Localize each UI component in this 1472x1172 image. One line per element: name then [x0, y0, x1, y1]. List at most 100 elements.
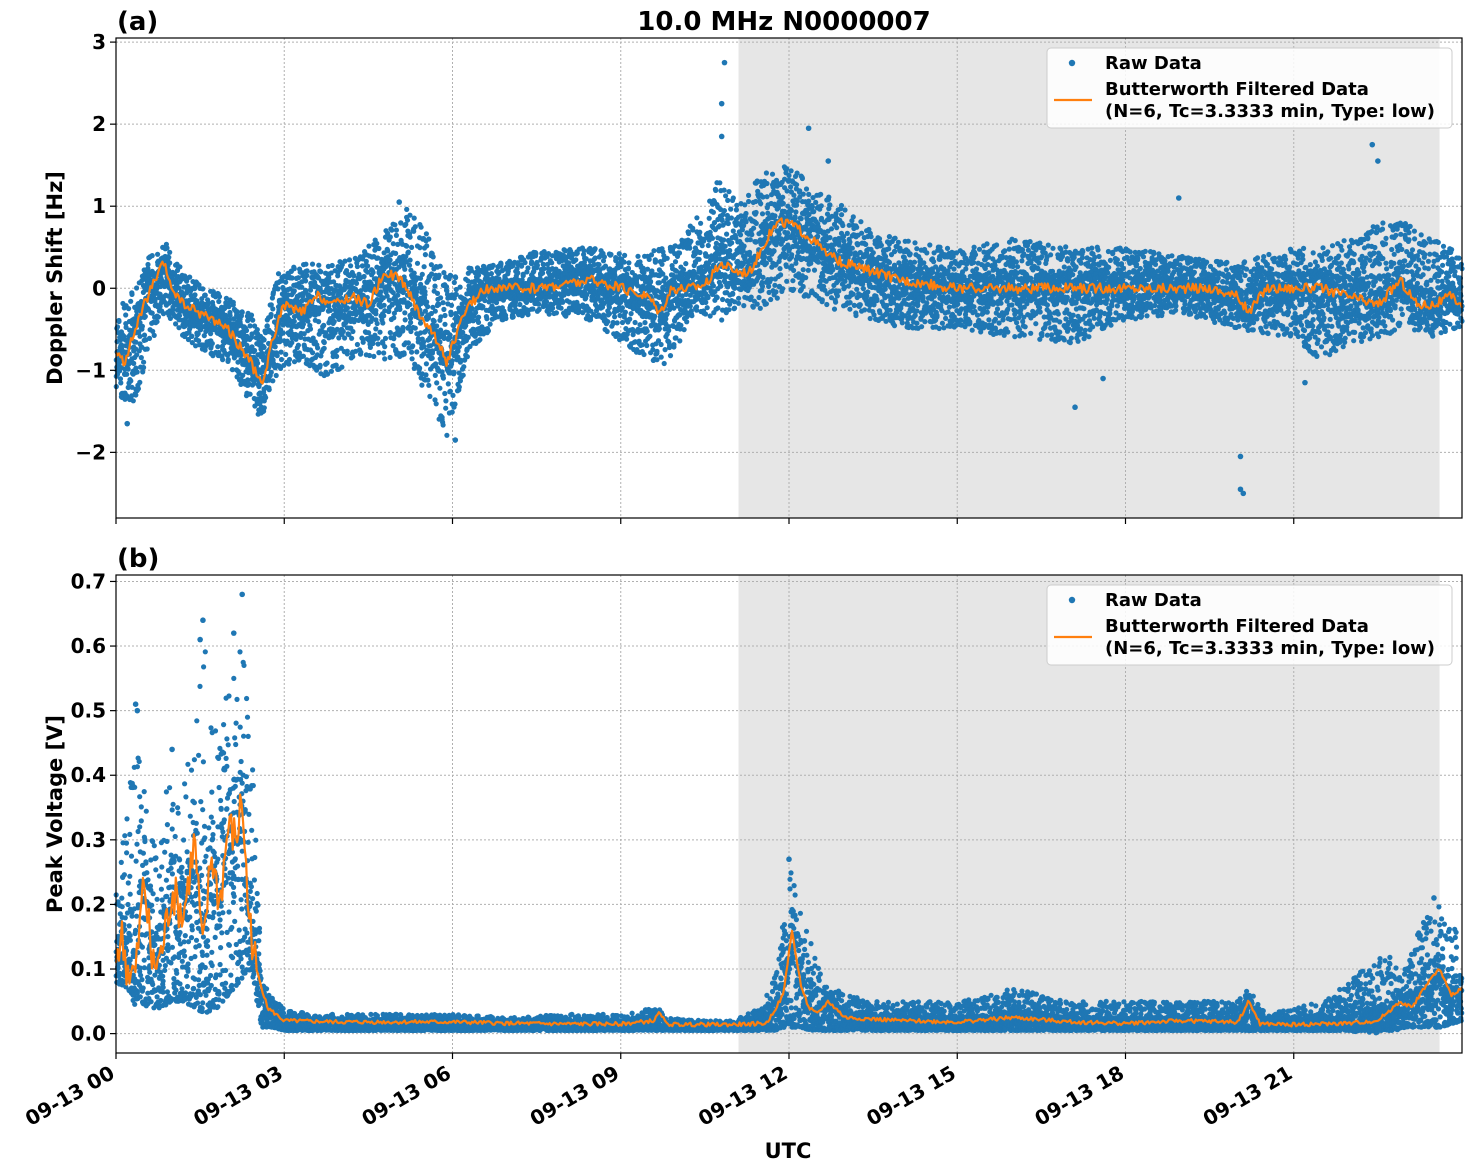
- raw-point: [697, 249, 703, 256]
- raw-point: [659, 261, 665, 267]
- raw-point: [723, 193, 729, 199]
- raw-point: [151, 332, 157, 338]
- raw-point: [215, 344, 221, 350]
- raw-point: [455, 348, 461, 354]
- raw-point: [200, 286, 206, 292]
- raw-point: [278, 349, 284, 355]
- raw-point: [418, 224, 424, 230]
- raw-point: [792, 236, 798, 242]
- raw-point: [612, 314, 618, 320]
- raw-point: [324, 360, 330, 366]
- raw-point: [141, 332, 148, 338]
- raw-point: [442, 312, 448, 319]
- raw-point: [149, 253, 155, 259]
- raw-point: [391, 315, 397, 321]
- raw-point: [201, 333, 207, 339]
- raw-point: [800, 191, 806, 197]
- raw-point: [209, 340, 215, 347]
- raw-point: [756, 294, 762, 301]
- raw-point: [405, 249, 411, 255]
- raw-point: [780, 200, 786, 207]
- raw-point: [732, 285, 738, 291]
- raw-point: [664, 311, 670, 317]
- raw-point: [133, 392, 139, 398]
- raw-point: [373, 326, 379, 332]
- raw-point: [137, 333, 143, 339]
- raw-point: [549, 260, 555, 266]
- raw-point: [261, 344, 267, 350]
- raw-point: [778, 272, 784, 278]
- raw-point: [756, 268, 763, 274]
- raw-point: [402, 310, 408, 316]
- raw-point: [363, 258, 369, 264]
- raw-point: [614, 320, 620, 326]
- raw-point: [291, 318, 297, 324]
- raw-point: [651, 248, 657, 254]
- raw-point: [304, 272, 310, 278]
- raw-point: [408, 319, 414, 326]
- raw-point: [592, 246, 598, 252]
- raw-point: [727, 247, 733, 254]
- raw-point: [694, 304, 700, 310]
- raw-point: [135, 386, 141, 392]
- raw-point: [581, 248, 587, 254]
- raw-point: [410, 343, 416, 349]
- raw-point: [719, 217, 725, 223]
- raw-point: [286, 356, 293, 363]
- raw-point: [441, 306, 447, 312]
- raw-point: [613, 255, 619, 261]
- raw-point: [624, 336, 630, 342]
- raw-point: [743, 219, 749, 225]
- raw-point: [141, 359, 147, 365]
- raw-point: [741, 303, 747, 309]
- raw-point: [382, 344, 388, 350]
- raw-point: [400, 324, 406, 331]
- raw-point: [393, 250, 399, 256]
- raw-point: [747, 249, 753, 255]
- raw-point: [344, 351, 350, 357]
- raw-point: [768, 296, 774, 303]
- raw-point: [393, 227, 399, 233]
- raw-point: [381, 350, 387, 356]
- raw-point: [757, 305, 763, 311]
- raw-point: [449, 409, 455, 415]
- raw-point: [380, 320, 386, 326]
- raw-point: [438, 295, 444, 301]
- raw-point: [116, 318, 122, 325]
- raw-point: [769, 171, 776, 177]
- raw-point: [393, 232, 399, 238]
- raw-point: [683, 261, 689, 267]
- raw-point: [730, 195, 736, 201]
- raw-point: [737, 232, 744, 238]
- raw-point: [671, 342, 677, 348]
- raw-point: [173, 321, 179, 327]
- raw-point: [340, 328, 346, 335]
- raw-point: [164, 245, 170, 251]
- raw-point: [366, 243, 372, 249]
- raw-point: [550, 305, 556, 311]
- raw-point: [465, 334, 471, 340]
- raw-point: [439, 414, 445, 420]
- raw-point: [622, 309, 629, 315]
- raw-point: [128, 378, 134, 384]
- raw-point: [647, 333, 653, 339]
- raw-point: [688, 238, 694, 244]
- raw-point: [759, 283, 766, 289]
- raw-point: [764, 194, 770, 200]
- raw-point: [530, 306, 536, 312]
- raw-point: [183, 315, 189, 321]
- raw-point: [637, 322, 643, 328]
- raw-point: [452, 401, 458, 407]
- raw-point: [627, 316, 633, 322]
- raw-point: [317, 362, 323, 368]
- raw-point: [654, 348, 660, 354]
- raw-point: [239, 309, 245, 315]
- raw-point: [749, 232, 755, 238]
- raw-point: [720, 296, 726, 303]
- raw-point: [138, 355, 144, 361]
- raw-point: [664, 255, 670, 261]
- raw-point: [387, 234, 393, 240]
- raw-point: [208, 331, 214, 337]
- raw-point: [713, 187, 719, 193]
- raw-point: [377, 329, 383, 335]
